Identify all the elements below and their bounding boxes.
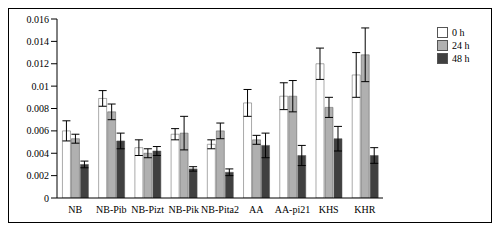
svg-text:KHR: KHR (354, 204, 375, 215)
svg-text:0.004: 0.004 (27, 148, 50, 159)
svg-text:0: 0 (44, 193, 49, 204)
svg-text:NB: NB (68, 204, 82, 215)
svg-text:0.016: 0.016 (27, 14, 50, 25)
html-text:24 h: 24 h (452, 40, 470, 51)
svg-text:NB-Pizt: NB-Pizt (131, 204, 164, 215)
svg-text:0.002: 0.002 (27, 170, 50, 181)
html-text:48 h: 48 h (452, 53, 470, 64)
svg-text:0.006: 0.006 (27, 125, 50, 136)
svg-text:0.012: 0.012 (27, 58, 50, 69)
svg-text:AA-pi21: AA-pi21 (275, 204, 311, 215)
svg-text:0.014: 0.014 (27, 36, 50, 47)
svg-text:NB-Pik: NB-Pik (168, 204, 199, 215)
svg-text:NB-Pib: NB-Pib (96, 204, 127, 215)
svg-text:NB-Pita2: NB-Pita2 (201, 204, 239, 215)
html-text:0 h: 0 h (452, 27, 465, 38)
svg-text:KHS: KHS (319, 204, 339, 215)
svg-text:0.008: 0.008 (27, 103, 50, 114)
svg-text:AA: AA (249, 204, 264, 215)
svg-text:0.01: 0.01 (32, 81, 50, 92)
